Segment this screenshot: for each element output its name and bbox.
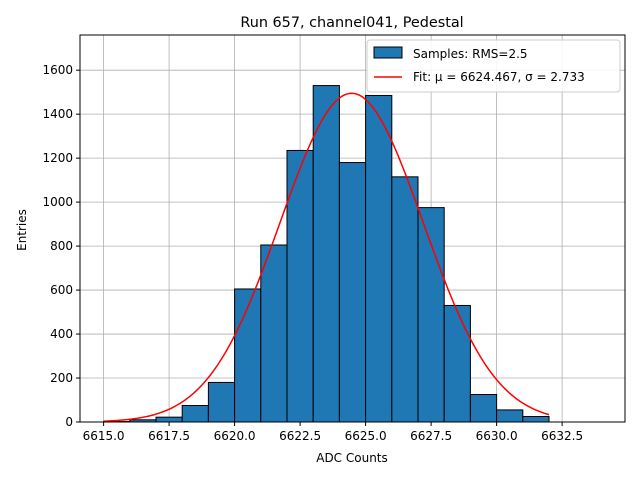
y-tick-label: 400: [50, 327, 73, 341]
y-tick-label: 200: [50, 371, 73, 385]
x-tick-label: 6627.5: [410, 429, 452, 443]
legend: Samples: RMS=2.5 Fit: μ = 6624.467, σ = …: [366, 39, 621, 93]
histogram-bar: [391, 176, 419, 423]
y-tick-label: 1400: [42, 107, 73, 121]
histogram-bar: [181, 405, 209, 423]
x-tick-label: 6630.0: [476, 429, 518, 443]
histogram-bar: [417, 207, 445, 423]
y-tick-label: 0: [65, 415, 73, 429]
plot-frame: [79, 34, 626, 423]
histogram-bar: [522, 416, 550, 423]
histogram-bar: [312, 85, 340, 423]
fit-curve-layer: [103, 92, 550, 422]
x-axis-label: ADC Counts: [316, 451, 388, 465]
histogram-bar: [496, 409, 524, 423]
legend-box: [366, 39, 621, 93]
histogram-bars: [103, 85, 550, 423]
x-tick-label: 6617.5: [148, 429, 190, 443]
histogram-bar: [469, 394, 498, 423]
x-tick-label: 6625.0: [345, 429, 387, 443]
x-tick-label: 6615.0: [83, 429, 125, 443]
chart-title: Run 657, channel041, Pedestal: [240, 15, 463, 31]
fit-curve: [103, 92, 550, 422]
x-tick-label: 6622.5: [279, 429, 321, 443]
histogram-bar: [365, 94, 393, 423]
histogram-bar: [260, 244, 288, 423]
histogram-bar: [338, 162, 367, 423]
x-tick-label: 6632.5: [541, 429, 583, 443]
legend-swatch-samples: [373, 46, 403, 59]
y-axis-label: Entries: [15, 209, 29, 251]
y-axis-ticks: 0 200 400 600 800 1000 1200 1400 1600: [42, 63, 80, 429]
x-axis-ticks: 6615.0 6617.5 6620.0 6622.5 6625.0 6627.5 6630…: [83, 422, 583, 443]
y-tick-label: 1200: [42, 151, 73, 165]
y-tick-label: 800: [50, 239, 73, 253]
y-tick-label: 1600: [42, 63, 73, 77]
y-tick-label: 600: [50, 283, 73, 297]
legend-label-samples: Samples: RMS=2.5: [413, 47, 528, 61]
histogram-bar: [155, 416, 183, 423]
legend-label-fit: Fit: μ = 6624.467, σ = 2.733: [413, 70, 585, 84]
histogram-bar: [443, 304, 471, 423]
y-tick-label: 1000: [42, 195, 73, 209]
x-tick-label: 6620.0: [214, 429, 256, 443]
histogram-bar: [207, 381, 236, 423]
